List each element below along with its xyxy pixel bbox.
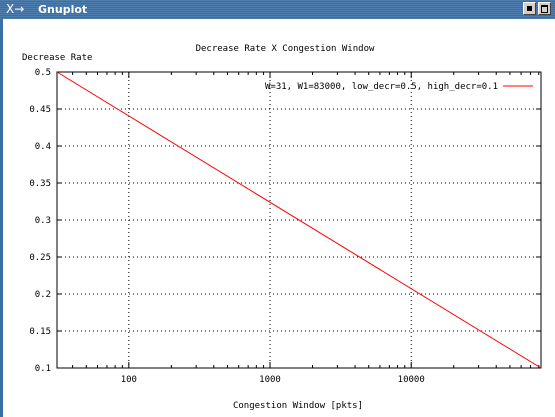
maximize-icon <box>541 5 548 13</box>
y-tick-label: 0.35 <box>29 179 51 189</box>
grid <box>57 72 541 368</box>
y-axis-label: Decrease Rate <box>22 53 92 63</box>
axis-ticks: 0.1 0.15 0.2 0.25 0.3 0.35 0.4 0.45 0.5 100 1000 10… <box>29 68 541 385</box>
legend: W=31, W1=83000, low_decr=0.5, high_decr=… <box>265 82 533 92</box>
y-tick-label: 0.15 <box>29 327 51 337</box>
y-tick-label: 0.5 <box>35 68 51 78</box>
y-tick-label: 0.4 <box>35 142 51 152</box>
x-logo-icon: X→ <box>6 2 25 16</box>
chart-title: Decrease Rate X Congestion Window <box>196 44 375 54</box>
window-title: Gnuplot <box>38 3 88 16</box>
y-tick-label: 0.3 <box>35 216 51 226</box>
x-tick-label: 1000 <box>259 375 281 385</box>
x-axis-label: Congestion Window [pkts] <box>233 401 363 411</box>
minimize-button[interactable] <box>523 2 536 15</box>
window-titlebar[interactable]: X→ Gnuplot <box>0 0 555 19</box>
y-tick-label: 0.25 <box>29 253 51 263</box>
legend-label: W=31, W1=83000, low_decr=0.5, high_decr=… <box>265 82 498 92</box>
series <box>56 71 542 369</box>
window-border <box>0 19 3 417</box>
series-line <box>56 71 542 369</box>
x-tick-label: 10000 <box>398 375 425 385</box>
minimize-icon <box>527 6 532 11</box>
maximize-button[interactable] <box>538 2 551 15</box>
y-tick-label: 0.1 <box>35 364 51 374</box>
y-tick-label: 0.45 <box>29 105 51 115</box>
x-tick-label: 100 <box>121 375 137 385</box>
y-tick-label: 0.2 <box>35 290 51 300</box>
